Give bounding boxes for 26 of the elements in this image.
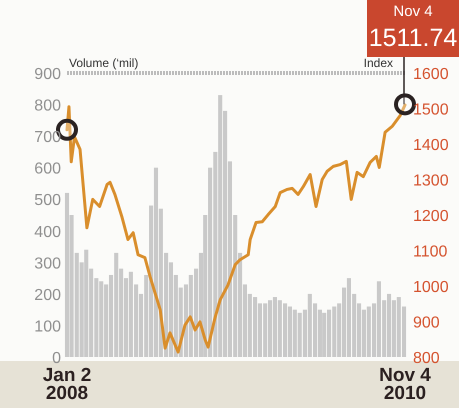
y-tick-label: 600 [34, 160, 62, 178]
x-tick-label: Jan 2 2008 [42, 365, 92, 404]
bar [64, 192, 70, 357]
y2-tick-label: 1000 [413, 279, 449, 296]
y2-tick-label: 1400 [413, 137, 449, 154]
y-tick-label: 800 [34, 98, 62, 115]
y-tick-label: 400 [34, 224, 62, 241]
y-tick-label: 700 [34, 129, 62, 146]
y2-tick-label: 1300 [413, 172, 449, 190]
y-tick-label: 200 [34, 286, 62, 304]
y2-tick-label: 800 [413, 350, 440, 367]
text: Nov 4 [393, 3, 433, 20]
y-tick-label: 900 [34, 66, 62, 83]
y-tick-label: 300 [34, 255, 62, 272]
data-label: 1511.74 [368, 24, 458, 52]
y2-axis-title: Index [364, 56, 393, 70]
y2-tick-label: 1200 [413, 208, 449, 225]
y-tick-label: 100 [34, 318, 62, 336]
y2-tick-label: 1100 [413, 244, 448, 260]
y-tick-label: 0 [52, 350, 62, 367]
x-tick-label: Nov 4 2010 [379, 365, 432, 404]
y2-tick-label: 1600 [413, 66, 449, 83]
y2-tick-label: 900 [413, 314, 440, 332]
y2-tick-label: 1500 [413, 102, 449, 118]
y-tick-label: 500 [34, 192, 62, 210]
y-axis-title: Volume (‘mil) [69, 56, 138, 70]
